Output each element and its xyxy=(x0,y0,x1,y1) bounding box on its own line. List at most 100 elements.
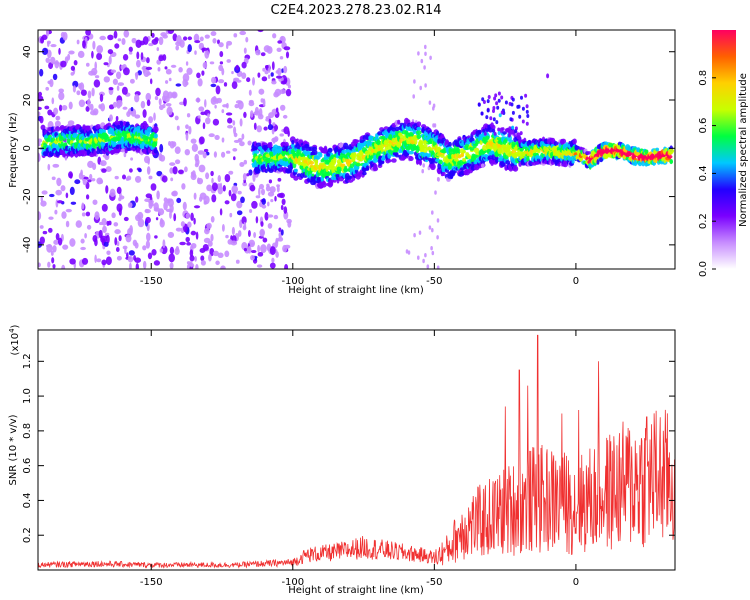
spectrogram-cell-663 xyxy=(268,118,272,125)
spectrogram-cell-44 xyxy=(77,50,85,59)
spectrogram-cell-189 xyxy=(130,157,134,161)
spectrogram-cell-708 xyxy=(257,251,264,257)
spectrogram-cell-598 xyxy=(225,43,229,50)
snr-x-label: Height of straight line (km) xyxy=(288,585,424,596)
spectrogram-cell-655 xyxy=(262,237,268,243)
spectrogram-cell-289 xyxy=(123,67,130,76)
spectrogram-cell-887 xyxy=(219,51,224,58)
spectrogram-cell-467 xyxy=(260,244,267,254)
spectrogram-cell-724 xyxy=(256,125,263,133)
spectrogram-cell-27 xyxy=(89,103,94,111)
spectrogram-cell-2382 xyxy=(416,134,422,140)
spectrogram-cell-2935 xyxy=(524,146,528,152)
spectrogram-cell-385 xyxy=(194,256,197,262)
spectrogram-cell-2272 xyxy=(394,126,400,132)
spectrogram-cell-937 xyxy=(431,210,434,215)
spectrogram-cell-81 xyxy=(233,182,238,187)
spectrogram-cell-371 xyxy=(251,200,258,209)
spectrogram-cell-870 xyxy=(105,185,109,194)
spectrogram-cell-512 xyxy=(175,83,182,87)
spectrogram-cell-15 xyxy=(174,159,181,165)
spectrogram-cell-601 xyxy=(265,118,270,122)
spectrogram-cell-560 xyxy=(184,148,190,156)
spectrogram-cell-890 xyxy=(81,202,85,210)
spectrogram-cell-3087 xyxy=(553,141,559,147)
spectrogram-cell-777 xyxy=(135,263,139,269)
spectrogram-cell-2896 xyxy=(516,135,521,140)
spectrogram-cell-678 xyxy=(249,208,253,214)
spectrogram-cell-784 xyxy=(194,40,201,44)
spectrogram-cell-592 xyxy=(103,76,111,83)
spectrogram-cell-833 xyxy=(171,92,177,98)
spectrogram-cell-741 xyxy=(268,179,273,184)
spectrogram-cell-176 xyxy=(224,200,230,205)
spectrogram-cell-786 xyxy=(279,192,285,199)
spectrogram-cell-763 xyxy=(91,87,95,97)
snr-y-tick-label-2: 0.6 xyxy=(22,458,33,474)
spectrogram-cell-694 xyxy=(174,115,179,121)
spectrogram-cell-288 xyxy=(151,248,157,256)
spectrogram-cell-203 xyxy=(129,51,133,55)
spectrogram-cell-500 xyxy=(58,104,63,112)
spectrogram-cell-2154 xyxy=(372,166,379,172)
spectrogram-cell-941 xyxy=(422,258,425,264)
spectrogram-cell-934 xyxy=(431,228,434,233)
spectrogram-cell-3525 xyxy=(504,100,508,105)
spectrogram-cell-1624 xyxy=(269,141,273,149)
spectrogram-cell-446 xyxy=(128,168,133,173)
spectrogram-cell-552 xyxy=(99,35,107,41)
spectrogram-cell-376 xyxy=(217,175,222,183)
spectrogram-cell-298 xyxy=(284,264,289,269)
spectrogram-cell-584 xyxy=(232,120,236,126)
spectrogram-cell-838 xyxy=(121,86,128,95)
spectrogram-cell-2409 xyxy=(422,143,428,149)
spectrogram-cell-792 xyxy=(211,76,217,84)
spectrogram-cell-204 xyxy=(269,186,276,194)
spectrogram-cell-458 xyxy=(257,72,261,78)
spectrogram-cell-14 xyxy=(170,64,177,68)
spectrogram-cell-609 xyxy=(250,255,255,261)
spectrogram-cell-205 xyxy=(243,47,247,54)
spectrogram-cell-5 xyxy=(128,46,133,53)
spectrogram-cell-2270 xyxy=(395,146,399,152)
spectrogram-cell-2098 xyxy=(362,171,367,176)
spectrogram-cell-635 xyxy=(76,39,80,45)
spectrogram-cell-370 xyxy=(145,240,150,249)
spectrogram-cell-641 xyxy=(102,225,107,234)
spectrogram-cell-381 xyxy=(239,30,247,36)
spectrogram-cell-3486 xyxy=(666,154,673,159)
spectrogram-cell-846 xyxy=(207,113,210,118)
spectrogram-cell-30 xyxy=(237,190,242,195)
spectrogram-cell-624 xyxy=(99,93,104,102)
spectrogram-cell-3501 xyxy=(507,133,511,138)
spectrogram-cell-2118 xyxy=(365,167,370,171)
spectrogram-cell-307 xyxy=(225,234,229,239)
figure-title: C2E4.2023.278.23.02.R14 xyxy=(270,3,441,18)
spectrogram-cell-631 xyxy=(237,230,242,237)
spectrogram-cell-228 xyxy=(242,181,248,187)
spectrogram-cell-665 xyxy=(249,184,256,192)
spectrogram-cell-824 xyxy=(101,168,107,173)
spectrogram-cell-167 xyxy=(86,224,92,230)
spectrogram-cell-2381 xyxy=(416,121,422,127)
spectrogram-cell-241 xyxy=(201,70,205,76)
spectrogram-cell-1838 xyxy=(311,173,315,177)
spectrogram-cell-939 xyxy=(428,100,432,105)
snr-frame xyxy=(37,329,676,571)
spectrogram-cell-514 xyxy=(93,79,101,88)
spectrogram-frame xyxy=(37,29,676,270)
spectrogram-cell-942 xyxy=(428,225,432,230)
spectrogram-cell-145 xyxy=(185,124,189,130)
spectrogram-cell-334 xyxy=(45,57,51,63)
spectrogram-cell-201 xyxy=(165,68,172,75)
spectrogram-cell-845 xyxy=(52,163,60,168)
spectrogram-cell-2190 xyxy=(378,159,385,165)
spectrogram-cell-756 xyxy=(48,62,54,70)
spectrogram-cell-806 xyxy=(105,256,112,266)
spectrogram-cell-344 xyxy=(65,192,69,199)
spectrogram-cell-3528 xyxy=(498,113,502,118)
spectrogram-cell-425 xyxy=(38,211,42,221)
spectrogram-cell-810 xyxy=(225,112,233,116)
spectrogram-cell-186 xyxy=(134,114,141,119)
spectrogram-cell-305 xyxy=(113,30,118,39)
